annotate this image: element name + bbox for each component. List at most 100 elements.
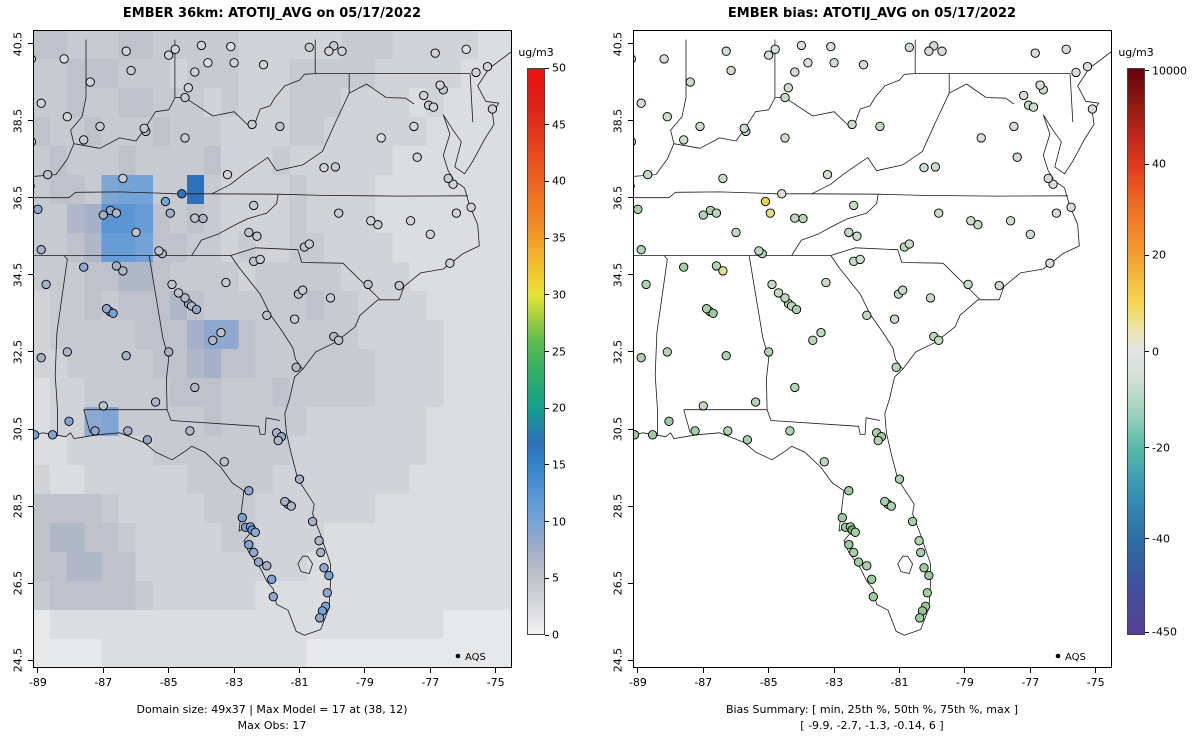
station-point [249, 200, 259, 211]
y-tick-mark [28, 197, 33, 199]
station-point [868, 592, 878, 602]
aqs-legend-dot [1055, 653, 1061, 659]
right-panel-title: EMBER bias: ATOTIJ_AVG on 05/17/2022 [727, 6, 1017, 21]
station-point [419, 90, 429, 101]
station-point [445, 258, 455, 268]
boundary-line [211, 93, 350, 195]
station-point [937, 46, 947, 56]
colorbar-tick-label: 10 [552, 515, 566, 529]
bias-colorbar [1127, 68, 1145, 635]
boundary-line [70, 39, 87, 144]
station-point [924, 570, 934, 581]
station-point [330, 162, 341, 172]
station-point [177, 189, 187, 199]
station-point [803, 58, 813, 68]
y-tick-mark [628, 428, 633, 430]
station-point [170, 44, 180, 54]
station-point [858, 60, 869, 70]
station-point [790, 382, 800, 393]
station-point [190, 213, 200, 223]
station-point [701, 304, 712, 314]
station-point [889, 314, 900, 324]
station-point [816, 327, 826, 338]
station-point [1009, 121, 1019, 132]
station-point [844, 539, 854, 550]
boundary-line [770, 417, 880, 435]
station-point [976, 133, 986, 143]
station-point [322, 588, 332, 598]
y-tick-label: 30.5 [11, 416, 25, 442]
station-point [770, 44, 780, 54]
station-point [1012, 152, 1022, 162]
x-tick-mark [364, 668, 366, 673]
y-tick-mark [628, 120, 633, 122]
station-point [914, 536, 924, 546]
y-tick-mark [628, 274, 633, 276]
colorbar-tick-label: 30 [552, 288, 566, 302]
x-tick-label: -83 [825, 676, 844, 689]
y-tick-label: 28.5 [611, 493, 625, 519]
station-point [249, 547, 259, 558]
station-point [108, 308, 118, 318]
left-caption-line2: Max Obs: 17 [237, 719, 307, 732]
station-point [262, 561, 272, 571]
station-point [966, 216, 976, 226]
x-tick-label: -89 [628, 676, 647, 689]
x-tick-label: -77 [1021, 676, 1040, 689]
x-tick-mark [233, 668, 235, 673]
station-point [679, 135, 689, 145]
station-point [167, 279, 177, 290]
station-point [286, 501, 296, 511]
station-point [435, 80, 445, 90]
colorbar-tick-label: -450 [1152, 625, 1177, 639]
y-tick-mark [28, 43, 33, 44]
station-point [891, 362, 901, 372]
station-point [780, 293, 790, 303]
boundary-line [633, 191, 1068, 199]
y-tick-label: 38.5 [611, 108, 625, 133]
bias-colorbar-title: ug/m3 [1118, 46, 1154, 59]
x-tick-label: -75 [486, 676, 505, 689]
station-point [150, 397, 161, 407]
station-point [739, 123, 749, 133]
station-point [363, 279, 373, 290]
station-point [111, 261, 122, 271]
station-point [754, 246, 764, 256]
right-caption-line2: [ -9.9, -2.7, -1.3, -0.14, 6 ] [800, 719, 944, 732]
station-point [915, 613, 925, 623]
boundary-line [315, 73, 474, 123]
boundary-line [33, 191, 468, 199]
station-point [821, 277, 831, 288]
station-point [250, 527, 260, 537]
station-point [244, 486, 254, 496]
station-point [934, 335, 944, 345]
colorbar-tick-mark [1145, 538, 1149, 540]
boundary-line [33, 50, 512, 636]
y-tick-label: 34.5 [611, 262, 625, 288]
station-point [190, 67, 200, 77]
station-point [334, 335, 344, 345]
x-tick-mark [495, 668, 497, 673]
station-point [796, 40, 807, 51]
y-tick-label: 32.5 [611, 339, 625, 365]
boundary-line [33, 39, 316, 177]
y-tick-mark [28, 428, 33, 430]
station-point [142, 435, 153, 445]
station-point [708, 308, 718, 318]
station-point [698, 210, 708, 220]
station-point [837, 513, 847, 523]
x-tick-mark [833, 668, 835, 673]
station-point [808, 335, 818, 345]
boundary-line [897, 555, 913, 574]
y-tick-mark [628, 43, 633, 44]
station-point [131, 227, 141, 238]
station-point [904, 42, 914, 52]
station-point [633, 204, 643, 214]
station-point [790, 67, 800, 77]
station-point [711, 261, 722, 271]
y-tick-mark [628, 351, 633, 353]
station-point [721, 46, 731, 56]
model-colorbar-title: ug/m3 [518, 46, 554, 59]
station-point [461, 44, 471, 54]
x-tick-mark [37, 668, 39, 673]
